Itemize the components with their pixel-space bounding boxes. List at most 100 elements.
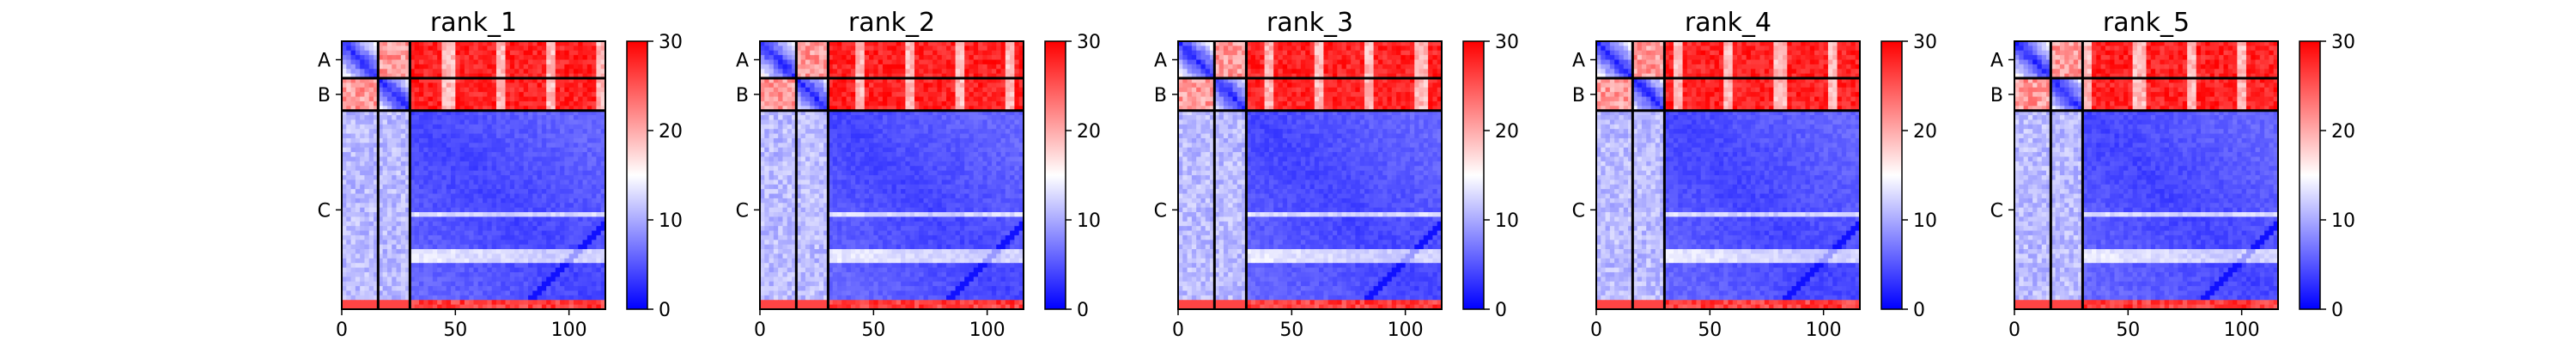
heatmap-cell	[360, 175, 365, 180]
heatmap-cell	[483, 134, 488, 139]
heatmap-cell	[896, 129, 902, 134]
heatmap-cell	[924, 152, 929, 157]
heatmap-cell	[805, 46, 811, 51]
heatmap-cell	[423, 282, 428, 287]
heatmap-cell	[574, 97, 579, 102]
heatmap-cell	[560, 259, 565, 264]
heatmap-cell	[873, 161, 878, 167]
heatmap-cell	[564, 97, 569, 102]
heatmap-cell	[564, 194, 569, 199]
heatmap-cell	[560, 97, 565, 102]
heatmap-cell	[583, 125, 588, 130]
heatmap-cell	[919, 64, 924, 70]
heatmap-cell	[441, 194, 447, 199]
heatmap-cell	[506, 69, 511, 74]
heatmap-cell	[587, 60, 592, 65]
heatmap-cell	[769, 125, 775, 130]
heatmap-cell	[469, 148, 474, 153]
heatmap-cell	[1010, 97, 1015, 102]
heatmap-cell	[550, 268, 556, 273]
heatmap-cell	[841, 101, 847, 107]
heatmap-cell	[815, 88, 820, 93]
heatmap-cell	[428, 138, 434, 143]
heatmap-cell	[506, 226, 511, 231]
heatmap-cell	[869, 148, 874, 153]
heatmap-cell	[487, 97, 492, 102]
heatmap-cell	[592, 125, 597, 130]
heatmap-cell	[928, 152, 933, 157]
heatmap-cell	[560, 138, 565, 143]
heatmap-cell	[974, 148, 979, 153]
heatmap-cell	[455, 231, 460, 236]
heatmap-cell	[578, 212, 583, 217]
heatmap-cell	[587, 295, 592, 301]
heatmap-cell	[492, 152, 497, 157]
heatmap-cell	[360, 97, 365, 102]
heatmap-cell	[538, 282, 543, 287]
heatmap-cell	[465, 240, 470, 245]
heatmap-cell	[815, 134, 820, 139]
heatmap-cell	[596, 69, 601, 74]
heatmap-cell	[460, 216, 465, 222]
heatmap-cell	[419, 231, 424, 236]
heatmap-cell	[787, 148, 793, 153]
heatmap-cell	[433, 88, 438, 93]
heatmap-cell	[469, 198, 474, 204]
heatmap-cell	[369, 92, 374, 97]
heatmap-cell	[474, 295, 479, 301]
heatmap-cell	[538, 125, 543, 130]
heatmap-cell	[924, 161, 929, 167]
heatmap-cell	[847, 129, 852, 134]
heatmap-cell	[351, 143, 356, 148]
heatmap-cell	[1005, 60, 1011, 65]
heatmap-cell	[564, 245, 569, 250]
heatmap-cell	[910, 51, 915, 56]
heatmap-cell	[933, 69, 938, 74]
heatmap-cell	[569, 134, 574, 139]
heatmap-cell	[387, 180, 392, 185]
heatmap-cell	[538, 222, 543, 227]
heatmap-cell	[992, 161, 997, 167]
heatmap-cell	[478, 235, 483, 240]
heatmap-cell	[423, 138, 428, 143]
heatmap-cell	[942, 55, 947, 60]
heatmap-cell	[847, 148, 852, 153]
heatmap-cell	[951, 156, 956, 161]
heatmap-cell	[364, 148, 369, 153]
heatmap-cell	[974, 134, 979, 139]
heatmap-cell	[564, 156, 569, 161]
heatmap-cell	[883, 82, 888, 88]
heatmap-cell	[487, 212, 492, 217]
heatmap-cell	[924, 166, 929, 171]
heatmap-cell	[851, 92, 856, 97]
heatmap-cell	[532, 134, 538, 139]
heatmap-cell	[901, 46, 906, 51]
heatmap-cell	[510, 253, 515, 259]
heatmap-cell	[851, 51, 856, 56]
heatmap-cell	[892, 97, 897, 102]
heatmap-cell	[933, 115, 938, 120]
heatmap-cell	[496, 148, 501, 153]
heatmap-cell	[778, 156, 783, 161]
heatmap-cell	[878, 166, 884, 171]
heatmap-cell	[764, 55, 769, 60]
heatmap-cell	[574, 277, 579, 282]
heatmap-cell	[883, 101, 888, 107]
heatmap-cell	[569, 143, 574, 148]
heatmap-cell	[805, 60, 811, 65]
heatmap-cell	[441, 46, 447, 51]
heatmap-cell	[387, 97, 392, 102]
heatmap-cell	[483, 249, 488, 254]
heatmap-cell	[951, 143, 956, 148]
heatmap-cell	[519, 185, 524, 190]
heatmap-cell	[478, 119, 483, 125]
heatmap-cell	[496, 235, 501, 240]
heatmap-cell	[1005, 148, 1011, 153]
heatmap-cell	[401, 156, 406, 161]
heatmap-cell	[506, 125, 511, 130]
heatmap-cell	[364, 231, 369, 236]
heatmap-cell	[578, 64, 583, 70]
heatmap-cell	[401, 295, 406, 301]
heatmap-cell	[578, 119, 583, 125]
heatmap-cell	[428, 92, 434, 97]
